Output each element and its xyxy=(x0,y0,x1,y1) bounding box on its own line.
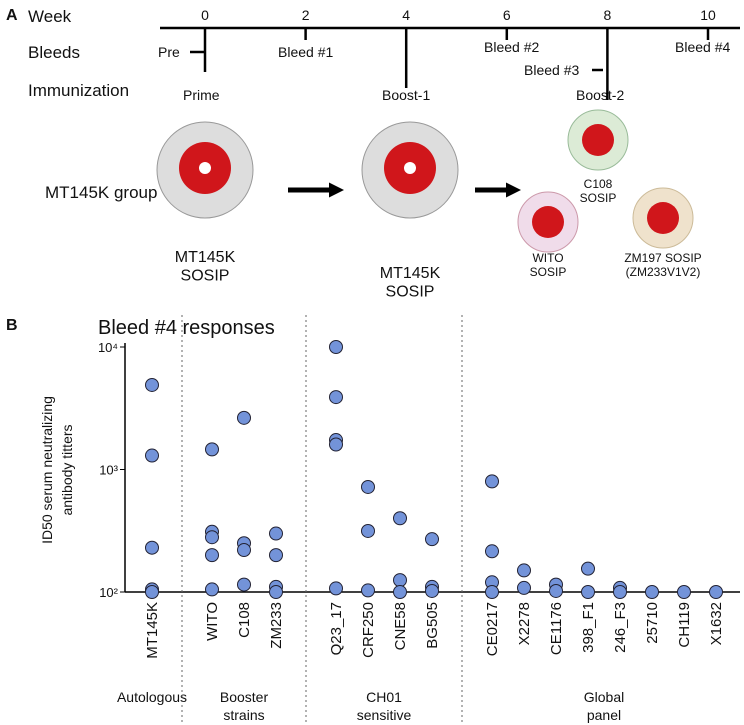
immunogen-label: ZM197 SOSIP (ZM233V1V2) xyxy=(624,251,701,279)
immunogen-label: MT145K SOSIP xyxy=(380,265,441,300)
x-tick-label: CNE58 xyxy=(392,602,409,650)
x-tick-label: X2278 xyxy=(516,602,533,645)
y-axis-label: antibody titters xyxy=(59,424,75,515)
panel-letter: A xyxy=(6,7,18,24)
data-point xyxy=(517,563,531,578)
chart-title: Bleed #4 responses xyxy=(98,317,275,339)
data-point xyxy=(549,583,563,598)
data-point xyxy=(361,583,375,598)
week-label: 2 xyxy=(302,7,310,23)
x-tick-label: BG505 xyxy=(424,602,441,649)
group-label: Autologous xyxy=(117,689,187,705)
data-point xyxy=(205,582,219,597)
trimer xyxy=(156,121,254,219)
group-label: sensitive xyxy=(357,707,412,723)
row-label: Bleeds xyxy=(28,43,80,62)
immunization-label: Prime xyxy=(183,87,220,103)
week-label: 0 xyxy=(201,7,209,23)
data-point xyxy=(205,530,219,545)
data-point xyxy=(393,511,407,526)
x-tick-label: 25710 xyxy=(644,602,661,644)
data-point xyxy=(517,580,531,595)
data-point xyxy=(485,474,499,489)
immunization-label: Boost-1 xyxy=(382,87,430,103)
data-point xyxy=(645,585,659,599)
data-point xyxy=(145,377,159,392)
week-label: 10 xyxy=(700,7,716,23)
x-tick-label: MT145K xyxy=(144,602,161,659)
bleed-label: Bleed #4 xyxy=(675,39,730,55)
data-point xyxy=(269,526,283,541)
data-point xyxy=(269,585,283,599)
data-point xyxy=(269,548,283,563)
data-point xyxy=(393,585,407,599)
data-point xyxy=(581,585,595,599)
y-tick-label: 10² xyxy=(99,585,118,600)
group-label: panel xyxy=(587,707,621,723)
x-tick-label: WITO xyxy=(204,602,221,641)
data-point xyxy=(485,585,499,599)
group-label: strains xyxy=(223,707,264,723)
immunization-label: Boost-2 xyxy=(576,87,624,103)
group-label: Booster xyxy=(220,689,269,705)
group-label: MT145K group xyxy=(45,183,157,202)
data-point xyxy=(205,442,219,457)
data-point xyxy=(581,561,595,576)
data-point xyxy=(425,532,439,547)
data-point xyxy=(237,410,251,425)
data-point xyxy=(145,585,159,599)
data-point xyxy=(329,581,343,596)
bleed-label: Bleed #1 xyxy=(278,44,333,60)
immunogen-label: WITO SOSIP xyxy=(530,251,567,279)
y-tick-label: 10³ xyxy=(99,463,118,478)
data-point xyxy=(329,390,343,405)
trimer xyxy=(632,187,694,249)
y-tick-label: 10⁴ xyxy=(98,340,118,355)
row-label: Immunization xyxy=(28,81,129,100)
x-tick-label: 398_F1 xyxy=(580,602,597,653)
data-point xyxy=(393,573,407,588)
trimer xyxy=(517,191,579,253)
x-tick-label: ZM233 xyxy=(268,602,285,649)
x-tick-label: 246_F3 xyxy=(612,602,629,653)
data-point xyxy=(237,577,251,592)
data-point xyxy=(145,540,159,555)
x-tick-label: CRF250 xyxy=(360,602,377,658)
data-point xyxy=(677,585,691,599)
data-point xyxy=(329,340,343,354)
data-point xyxy=(145,448,159,463)
data-point xyxy=(205,548,219,563)
bleed-label: Pre xyxy=(158,44,180,60)
bleed-label: Bleed #2 xyxy=(484,39,539,55)
data-point xyxy=(613,585,627,599)
panel-letter: B xyxy=(6,317,18,334)
data-point xyxy=(425,583,439,598)
group-label: Global xyxy=(584,689,624,705)
immunogen-label: MT145K SOSIP xyxy=(175,249,236,284)
data-point xyxy=(329,437,343,452)
x-tick-label: CE0217 xyxy=(484,602,501,656)
group-label: CH01 xyxy=(366,689,402,705)
x-tick-label: CE1176 xyxy=(548,602,565,655)
data-point xyxy=(361,479,375,494)
x-tick-label: CH119 xyxy=(676,602,693,648)
data-point xyxy=(361,523,375,538)
data-point xyxy=(237,543,251,558)
week-label: 6 xyxy=(503,7,511,23)
immunogen-label: C108 SOSIP xyxy=(580,177,617,205)
data-point xyxy=(709,585,723,599)
x-tick-label: C108 xyxy=(236,602,253,638)
week-label: 4 xyxy=(402,7,410,23)
week-label: 8 xyxy=(604,7,612,23)
data-point xyxy=(485,544,499,559)
x-tick-label: Q23_17 xyxy=(328,602,345,655)
trimer xyxy=(567,109,629,171)
bleed-label: Bleed #3 xyxy=(524,62,579,78)
trimer xyxy=(361,121,459,219)
x-tick-label: X1632 xyxy=(708,602,725,645)
y-axis-label: ID50 serum neutralizing xyxy=(39,396,55,544)
row-label: Week xyxy=(28,7,72,26)
